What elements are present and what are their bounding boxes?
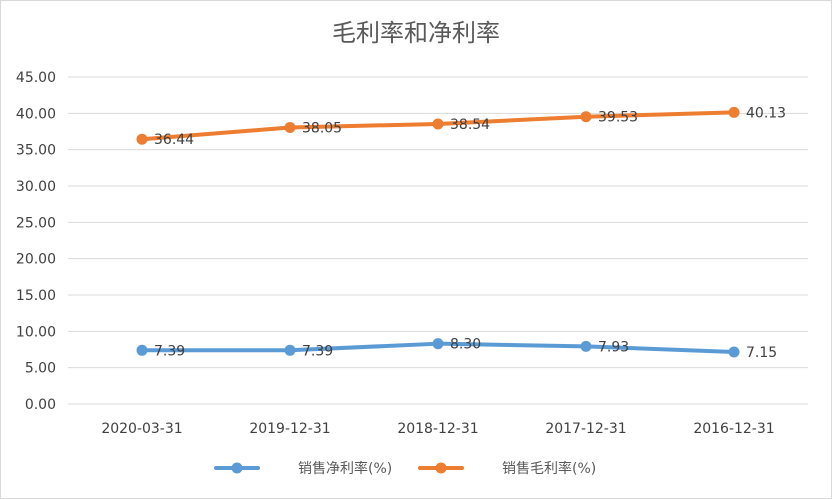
y-tick-label: 40.00: [16, 106, 56, 122]
data-point: [728, 106, 740, 118]
data-label: 7.39: [302, 343, 333, 359]
x-tick-label: 2020-03-31: [101, 421, 182, 437]
x-tick-label: 2016-12-31: [693, 421, 774, 437]
data-label: 7.39: [154, 343, 185, 359]
y-tick-label: 45.00: [16, 70, 56, 86]
legend-swatch-marker: [231, 462, 243, 474]
data-point: [284, 344, 296, 356]
data-label: 36.44: [154, 132, 194, 148]
legend: 销售净利率(%) 销售毛利率(%): [214, 460, 596, 477]
data-labels: 7.39 7.39 8.30 7.93 7.15 36.44 38.05 38.54 39.53…: [154, 105, 786, 361]
data-label: 39.53: [598, 110, 638, 126]
y-tick-label: 20.00: [16, 252, 56, 268]
legend-label: 销售净利率(%): [298, 460, 392, 477]
y-tick-label: 10.00: [16, 324, 56, 340]
data-label: 8.30: [450, 337, 481, 353]
y-tick-label: 0.00: [25, 397, 56, 413]
gridlines: [68, 76, 808, 405]
data-point: [580, 111, 592, 123]
chart-title: 毛利率和净利率: [332, 19, 500, 47]
y-tick-label: 25.00: [16, 215, 56, 231]
data-label: 38.54: [450, 117, 490, 133]
y-tick-label: 35.00: [16, 143, 56, 159]
data-point: [432, 118, 444, 130]
legend-label: 销售毛利率(%): [502, 460, 596, 477]
x-tick-label: 2019-12-31: [249, 421, 330, 437]
y-tick-label: 15.00: [16, 288, 56, 304]
legend-swatch-marker: [435, 462, 447, 474]
x-axis-ticks: 2020-03-31 2019-12-31 2018-12-31 2017-12-31…: [101, 421, 774, 437]
data-label: 40.13: [746, 105, 786, 121]
data-label: 7.93: [598, 339, 629, 355]
data-point: [432, 338, 444, 350]
data-point: [284, 122, 296, 134]
data-label: 38.05: [302, 121, 342, 137]
data-point: [136, 344, 148, 356]
y-tick-label: 30.00: [16, 179, 56, 195]
data-point: [136, 133, 148, 145]
x-tick-label: 2017-12-31: [545, 421, 626, 437]
data-label: 7.15: [746, 345, 777, 361]
y-axis-ticks: 0.00 5.00 10.00 15.00 20.00 25.00 30.00 35.00 40…: [16, 70, 56, 413]
series-group: [136, 106, 740, 358]
data-point: [580, 340, 592, 352]
data-point: [728, 346, 740, 358]
y-tick-label: 5.00: [25, 361, 56, 377]
x-tick-label: 2018-12-31: [397, 421, 478, 437]
